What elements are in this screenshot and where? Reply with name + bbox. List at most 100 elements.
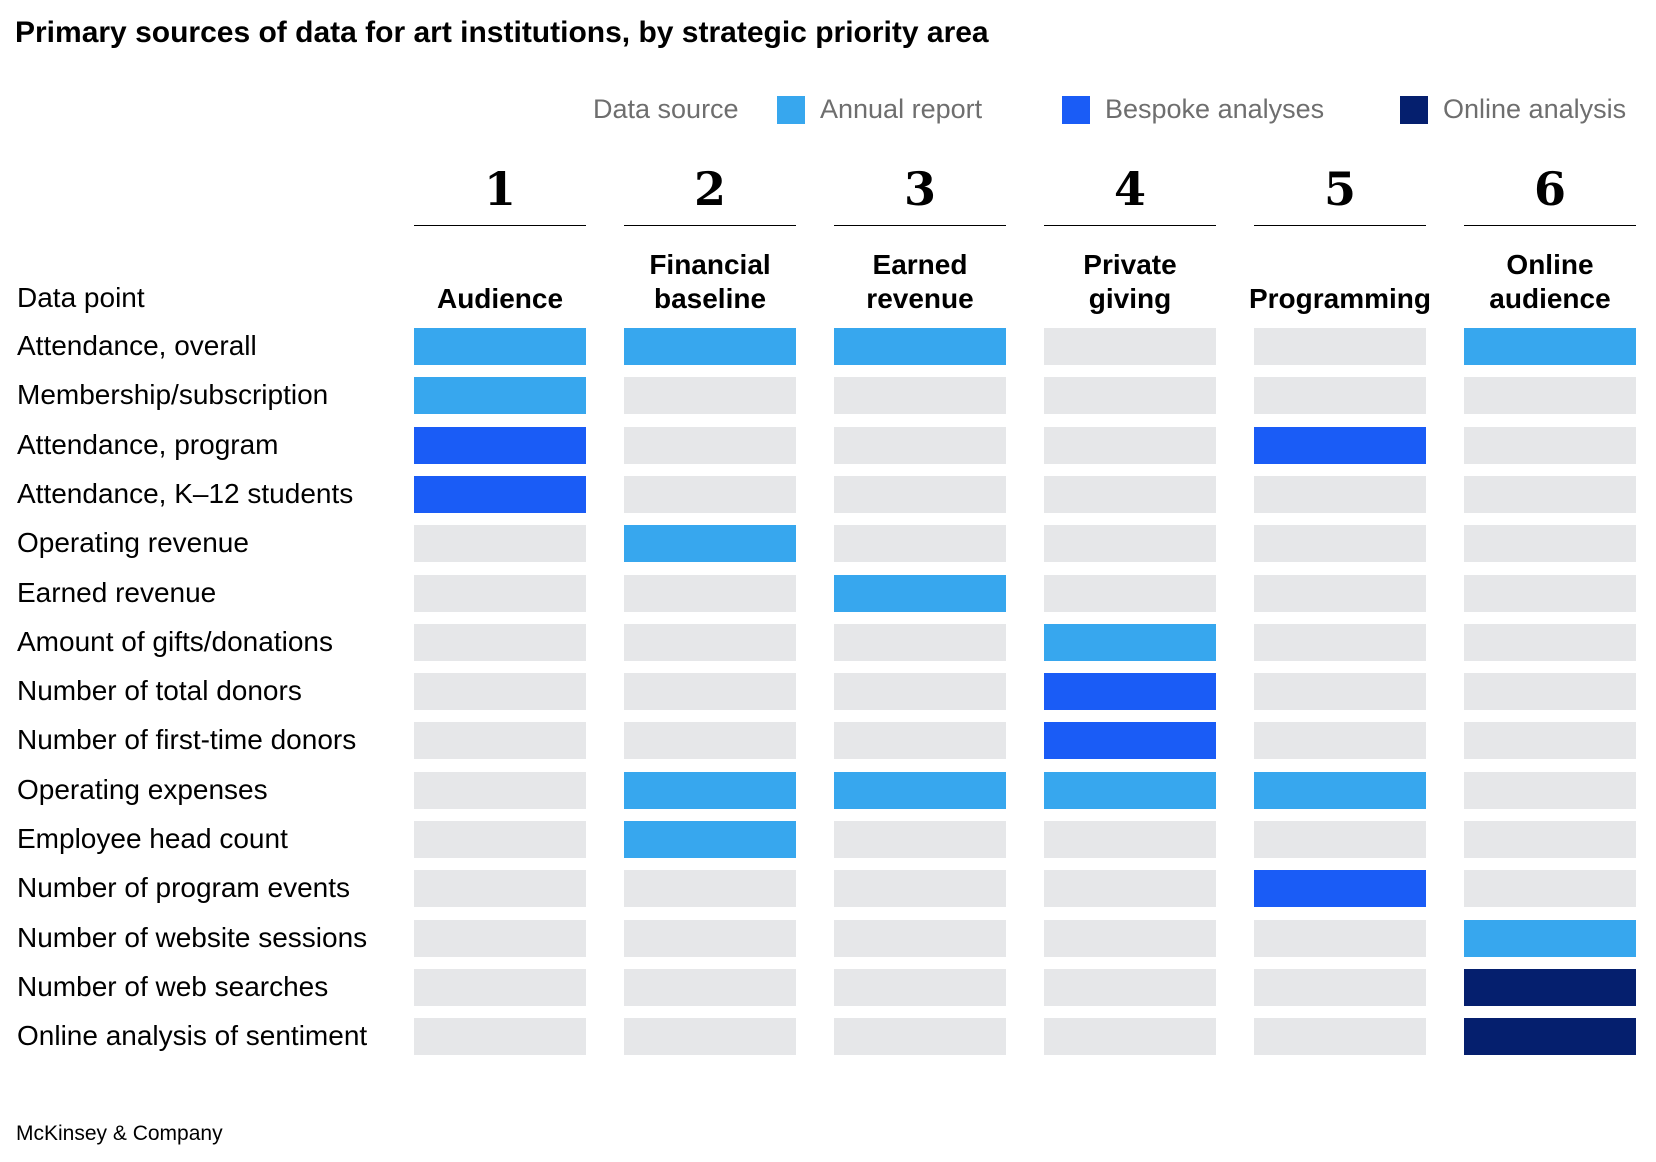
- cell-empty: [1464, 870, 1636, 907]
- column-number-2: 2: [693, 162, 726, 216]
- row-label-operating-expenses: Operating expenses: [17, 774, 268, 805]
- column-number-4: 4: [1113, 162, 1146, 216]
- cell-empty: [834, 920, 1006, 957]
- cell-empty: [1254, 920, 1426, 957]
- legend-label-online-analysis: Online analysis: [1443, 94, 1627, 124]
- cell-empty: [624, 624, 796, 661]
- cell-bespoke-analyses: [1254, 427, 1426, 464]
- source-credit: McKinsey & Company: [16, 1122, 223, 1145]
- cell-annual-report: [1044, 624, 1216, 661]
- cell-empty: [414, 920, 586, 957]
- cell-empty: [624, 1018, 796, 1055]
- cell-empty: [1254, 722, 1426, 759]
- row-label-online-analysis-of-sentiment: Online analysis of sentiment: [17, 1020, 368, 1051]
- cell-annual-report: [834, 328, 1006, 365]
- cell-empty: [834, 821, 1006, 858]
- cell-empty: [1254, 525, 1426, 562]
- cell-empty: [1464, 673, 1636, 710]
- legend-swatch-online-analysis: [1400, 96, 1428, 124]
- cell-empty: [1464, 476, 1636, 513]
- cell-bespoke-analyses: [1044, 722, 1216, 759]
- cell-empty: [834, 722, 1006, 759]
- cell-empty: [1044, 427, 1216, 464]
- row-label-attendance-k-12-students: Attendance, K–12 students: [17, 478, 354, 509]
- legend-label-bespoke-analyses: Bespoke analyses: [1105, 94, 1325, 124]
- cell-empty: [414, 624, 586, 661]
- cell-annual-report: [1044, 772, 1216, 809]
- cell-empty: [834, 427, 1006, 464]
- row-label-earned-revenue: Earned revenue: [17, 577, 217, 608]
- cell-empty: [1464, 772, 1636, 809]
- column-rule: [624, 225, 796, 226]
- column-rule: [1464, 225, 1636, 226]
- cell-empty: [414, 772, 586, 809]
- cell-empty: [834, 525, 1006, 562]
- cell-empty: [834, 377, 1006, 414]
- cell-empty: [1464, 575, 1636, 612]
- cell-empty: [414, 870, 586, 907]
- cell-annual-report: [624, 821, 796, 858]
- cell-annual-report: [414, 328, 586, 365]
- chart-title: Primary sources of data for art institut…: [15, 16, 989, 49]
- cell-empty: [624, 575, 796, 612]
- column-rule: [414, 225, 586, 226]
- cell-empty: [1044, 821, 1216, 858]
- cell-empty: [624, 377, 796, 414]
- cell-empty: [1464, 525, 1636, 562]
- column-header-online-audience: Online audience: [1489, 249, 1611, 314]
- cell-annual-report: [834, 575, 1006, 612]
- row-label-operating-revenue: Operating revenue: [17, 527, 249, 558]
- cell-annual-report: [624, 525, 796, 562]
- cell-empty: [624, 722, 796, 759]
- cell-empty: [1044, 377, 1216, 414]
- column-rule: [1044, 225, 1216, 226]
- cell-empty: [1254, 673, 1426, 710]
- column-header-audience: Audience: [436, 283, 564, 314]
- column-number-6: 6: [1533, 162, 1566, 216]
- cell-annual-report: [1254, 772, 1426, 809]
- cell-bespoke-analyses: [414, 476, 586, 513]
- row-header: Data point: [17, 282, 145, 313]
- cell-bespoke-analyses: [414, 427, 586, 464]
- cell-empty: [414, 1018, 586, 1055]
- cell-empty: [1044, 328, 1216, 365]
- cell-empty: [1464, 377, 1636, 414]
- cell-annual-report: [414, 377, 586, 414]
- cell-empty: [1044, 870, 1216, 907]
- cell-bespoke-analyses: [1254, 870, 1426, 907]
- cell-empty: [624, 673, 796, 710]
- cell-online-analysis: [1464, 969, 1636, 1006]
- cell-empty: [834, 1018, 1006, 1055]
- cell-empty: [834, 624, 1006, 661]
- cell-empty: [1044, 1018, 1216, 1055]
- cell-empty: [624, 476, 796, 513]
- row-label-number-of-first-time-donors: Number of first-time donors: [17, 724, 357, 755]
- cell-empty: [414, 821, 586, 858]
- cell-empty: [1254, 624, 1426, 661]
- legend-swatch-bespoke-analyses: [1062, 96, 1090, 124]
- cell-empty: [414, 722, 586, 759]
- column-header-earned-revenue: Earned revenue: [866, 249, 974, 314]
- cell-empty: [1464, 722, 1636, 759]
- cell-empty: [624, 870, 796, 907]
- cell-annual-report: [1464, 920, 1636, 957]
- cell-empty: [414, 525, 586, 562]
- cell-annual-report: [834, 772, 1006, 809]
- row-label-number-of-total-donors: Number of total donors: [17, 675, 302, 706]
- cell-empty: [624, 920, 796, 957]
- cell-empty: [1254, 476, 1426, 513]
- cell-bespoke-analyses: [1044, 673, 1216, 710]
- cell-empty: [1044, 969, 1216, 1006]
- cell-empty: [1254, 377, 1426, 414]
- cell-empty: [624, 969, 796, 1006]
- cell-empty: [414, 969, 586, 1006]
- column-header-programming: Programming: [1248, 283, 1432, 314]
- cell-annual-report: [624, 328, 796, 365]
- row-label-membership-subscription: Membership/subscription: [17, 379, 329, 410]
- cell-annual-report: [624, 772, 796, 809]
- cell-empty: [834, 476, 1006, 513]
- row-label-amount-of-gifts-donations: Amount of gifts/donations: [17, 626, 333, 657]
- legend-label-annual-report: Annual report: [820, 94, 983, 124]
- column-header-private-giving: Private giving: [1083, 249, 1177, 314]
- row-label-number-of-website-sessions: Number of website sessions: [17, 922, 368, 953]
